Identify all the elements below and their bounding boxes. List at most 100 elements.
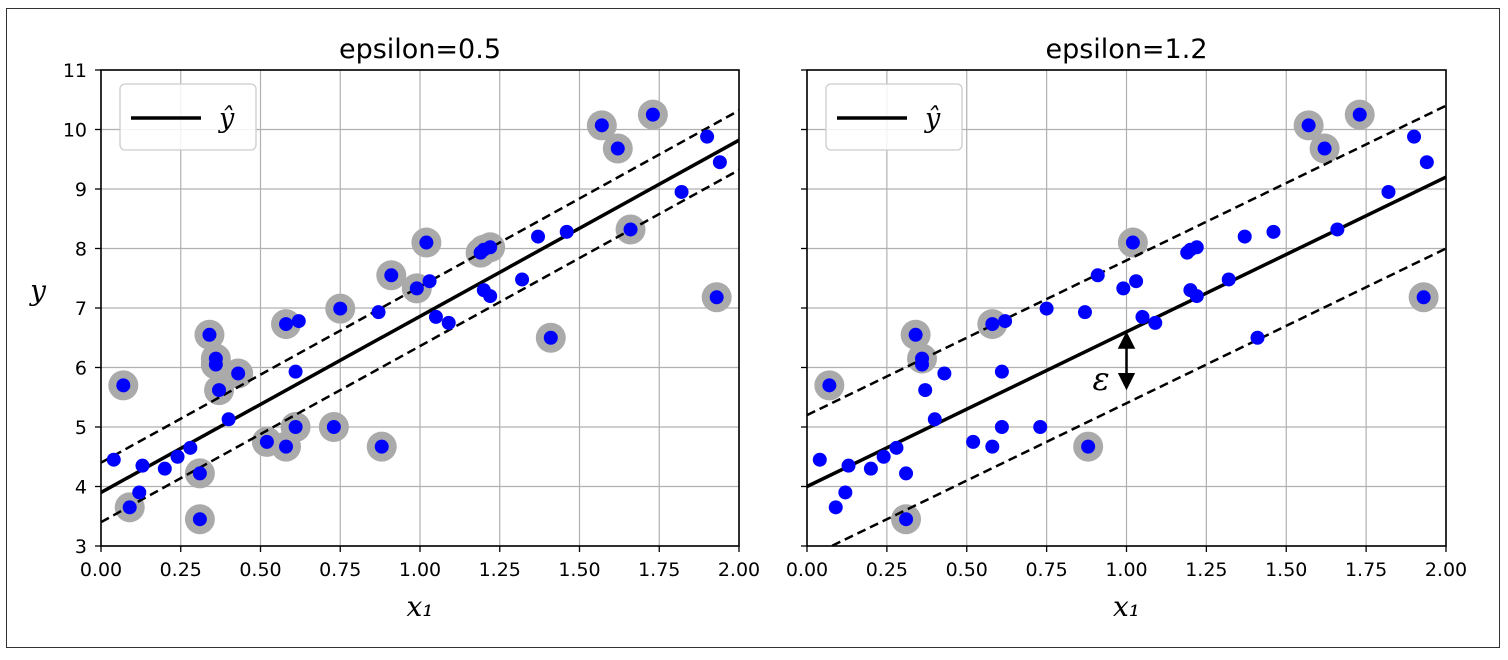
data-point	[623, 222, 638, 237]
x-tick-label: 2.00	[1425, 559, 1467, 581]
data-point	[645, 107, 660, 122]
data-point	[106, 452, 121, 467]
data-point	[291, 314, 306, 329]
x-tick-label: 1.00	[399, 559, 441, 581]
subplot-2: ε 0.00 0.25 0.50 0.75 1.00 1.25 1.50 1.75 2.00 eps…	[786, 34, 1467, 623]
data-point	[1125, 235, 1140, 250]
data-point	[863, 461, 878, 476]
data-point	[918, 383, 933, 398]
data-point	[428, 309, 443, 324]
data-point	[279, 317, 294, 332]
data-point	[122, 500, 137, 515]
x-axis-label: x₁	[1113, 590, 1140, 623]
data-point	[326, 420, 341, 434]
regression-line	[101, 138, 739, 494]
x-tick-label: 0.25	[866, 559, 908, 581]
data-point	[135, 458, 150, 473]
data-point	[1189, 240, 1204, 255]
upper-margin-line	[807, 104, 1446, 417]
data-point	[1033, 420, 1048, 434]
data-point	[1129, 274, 1144, 289]
lower-margin-line	[828, 247, 1446, 546]
data-point	[1419, 155, 1434, 170]
x-tick-label: 1.25	[479, 559, 521, 581]
data-point	[908, 327, 923, 342]
data-point	[1077, 305, 1092, 320]
data-point	[208, 357, 223, 372]
data-point	[838, 485, 853, 500]
subplot-title: epsilon=1.2	[1045, 34, 1207, 65]
x-tick-label: 1.75	[638, 559, 680, 581]
data-point	[409, 281, 424, 296]
data-point	[231, 366, 246, 381]
legend-label: ŷ	[924, 103, 941, 134]
y-tick-label: 11	[63, 60, 87, 82]
data-point	[483, 289, 498, 304]
data-point	[876, 449, 891, 464]
data-point	[927, 412, 942, 427]
y-tick-label: 5	[75, 417, 87, 439]
data-point	[559, 224, 574, 239]
data-point	[998, 314, 1013, 329]
figure-frame	[6, 8, 1500, 648]
data-point	[674, 184, 689, 199]
x-tick-label: 1.25	[1185, 559, 1227, 581]
x-tick-label: 0.00	[80, 559, 122, 581]
data-point	[1189, 289, 1204, 304]
y-tick-label: 6	[75, 358, 87, 380]
data-point	[889, 440, 904, 455]
data-point	[1352, 107, 1367, 122]
x-tick-label: 0.75	[1025, 559, 1067, 581]
x-tick-label: 0.25	[160, 559, 202, 581]
data-point	[157, 461, 172, 476]
data-point	[212, 383, 227, 398]
data-point	[822, 378, 837, 393]
data-point	[288, 420, 303, 434]
data-point	[202, 327, 217, 342]
data-point	[1116, 281, 1131, 296]
y-tick-label: 8	[75, 239, 87, 261]
data-point	[374, 439, 389, 454]
x-tick-label: 0.50	[239, 559, 281, 581]
data-point	[985, 317, 1000, 332]
data-point	[1301, 118, 1316, 133]
data-point	[1381, 184, 1396, 199]
data-point	[812, 452, 827, 467]
data-point	[985, 439, 1000, 454]
data-point	[419, 235, 434, 250]
y-tick-label: 10	[63, 120, 87, 142]
data-point	[610, 141, 625, 156]
x-tick-label: 1.50	[558, 559, 600, 581]
data-point	[221, 412, 236, 427]
data-point	[700, 129, 715, 144]
data-point	[371, 305, 386, 320]
data-point	[709, 290, 724, 305]
legend-label: ŷ	[218, 103, 235, 134]
x-tick-label: 0.50	[946, 559, 988, 581]
data-point	[333, 301, 348, 316]
data-point	[1330, 222, 1345, 237]
x-tick-label: 1.75	[1345, 559, 1387, 581]
x-axis-label: x₁	[406, 590, 433, 623]
data-point	[1081, 439, 1096, 454]
data-point	[1221, 272, 1236, 287]
data-point	[1090, 268, 1105, 283]
data-point	[192, 466, 207, 481]
data-point	[422, 274, 437, 289]
data-point	[594, 118, 609, 133]
x-tick-label: 2.00	[718, 559, 760, 581]
epsilon-label: ε	[1093, 360, 1110, 398]
data-point	[994, 420, 1009, 434]
y-tick-label: 9	[75, 179, 87, 201]
data-point	[712, 155, 727, 170]
data-point	[116, 378, 131, 393]
data-point	[543, 330, 558, 345]
data-point	[192, 512, 207, 527]
data-point	[483, 240, 498, 255]
data-point	[288, 364, 303, 379]
y-tick-label: 3	[75, 536, 87, 558]
data-point	[1135, 309, 1150, 324]
data-point	[132, 485, 147, 500]
x-tick-label: 0.75	[319, 559, 361, 581]
